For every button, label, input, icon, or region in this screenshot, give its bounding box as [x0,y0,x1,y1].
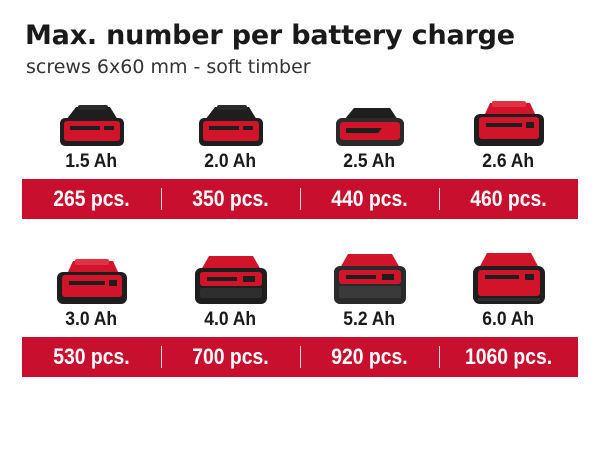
count-value: 440 pcs. [300,179,439,219]
capacity-label: 1.5 Ah [65,151,118,172]
count-value: 920 pcs. [300,337,439,377]
battery-item: 2.6 Ah [439,90,578,174]
count-bar: 265 pcs. 350 pcs. 440 pcs. 460 pcs. [22,179,578,219]
battery-row-1: 1.5 Ah 2.0 Ah [22,90,578,219]
battery-item: 2.0 Ah [161,90,300,174]
count-value: 265 pcs. [53,186,130,211]
chart-subtitle: screws 6x60 mm - soft timber [26,56,311,78]
battery-item: 2.5 Ah [300,90,439,174]
count-value: 1060 pcs. [439,337,578,377]
capacity-label: 2.6 Ah [482,151,535,172]
battery-item: 6.0 Ah [439,248,578,332]
capacity-label: 4.0 Ah [204,309,257,330]
battery-row-2: 3.0 Ah 4.0 Ah [22,248,578,377]
capacity-label: 6.0 Ah [482,309,535,330]
battery-item: 4.0 Ah [161,248,300,332]
capacity-label: 2.5 Ah [343,151,396,172]
battery-pack-large-icon [194,256,267,304]
battery-pack-plus-icon [56,259,127,304]
battery-pack-slim-icon [335,108,404,146]
battery-item: 3.0 Ah [22,248,161,332]
battery-pack-plus-icon [473,101,544,146]
battery-item: 5.2 Ah [300,248,439,332]
count-bar: 530 pcs. 700 pcs. 920 pcs. 1060 pcs. [22,337,578,377]
battery-item: 1.5 Ah [22,90,161,174]
count-value: 350 pcs. [161,179,300,219]
battery-pack-small-icon [59,105,124,146]
battery-pack-small-icon [198,105,263,146]
capacity-label: 2.0 Ah [204,151,257,172]
count-value: 700 pcs. [161,337,300,377]
capacity-label: 3.0 Ah [65,309,118,330]
count-value: 460 pcs. [439,179,578,219]
battery-pack-large-icon [333,254,406,304]
capacity-label: 5.2 Ah [343,309,396,330]
chart-title: Max. number per battery charge [25,20,515,51]
count-value: 530 pcs. [53,344,130,369]
battery-pack-xl-icon [472,253,545,304]
